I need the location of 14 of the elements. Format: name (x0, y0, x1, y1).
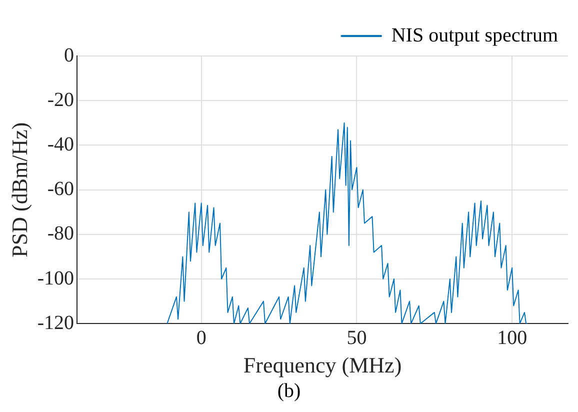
y-tick-label: -20 (47, 88, 74, 111)
x-axis-title: Frequency (MHz) (243, 352, 402, 378)
y-tick-label: -120 (37, 312, 74, 334)
y-axis-title: PSD (dBm/Hz) (6, 122, 32, 258)
x-tick-label: 50 (346, 326, 367, 349)
legend-label: NIS output spectrum (391, 24, 558, 46)
y-tick-label: -40 (47, 133, 74, 156)
y-tick-label: 0 (64, 44, 74, 66)
y-tick-label: -80 (47, 222, 74, 245)
y-tick-label: -100 (37, 267, 74, 290)
x-tick-label: 0 (196, 326, 206, 349)
y-tick-label: -60 (47, 178, 74, 200)
x-tick-label: 100 (497, 326, 528, 349)
text: (b) (276, 380, 302, 402)
